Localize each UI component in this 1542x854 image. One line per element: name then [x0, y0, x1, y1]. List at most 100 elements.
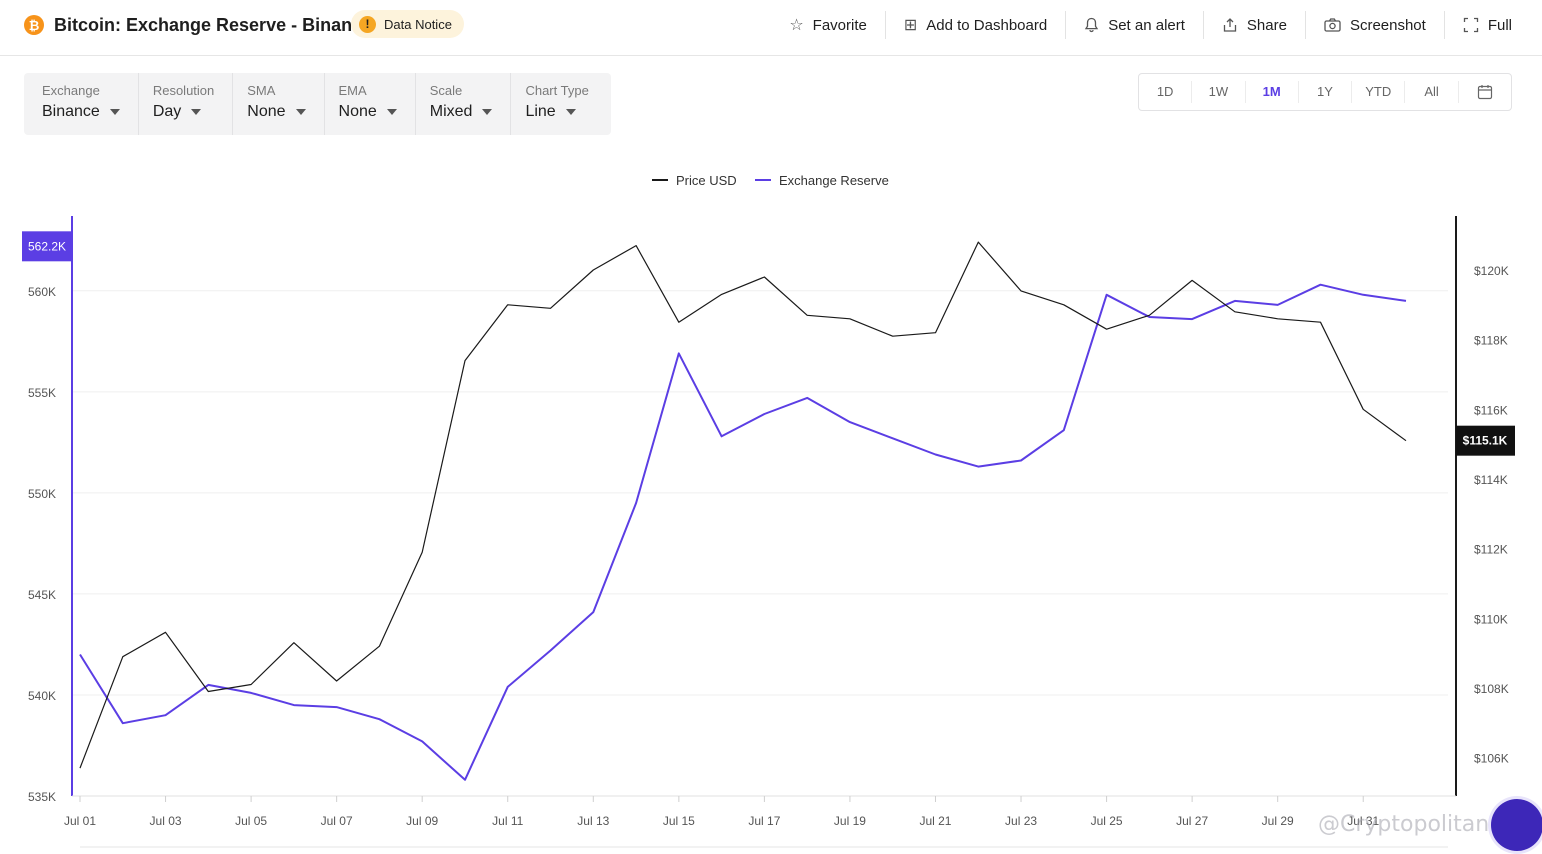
- calendar-icon: [1477, 85, 1492, 100]
- watermark: @Cryptopolitan: [1318, 812, 1490, 837]
- range-1y[interactable]: 1Y: [1297, 81, 1351, 103]
- ema-label: EMA: [338, 83, 367, 98]
- add-to-dashboard-button[interactable]: ⊞ Add to Dashboard: [884, 11, 1065, 39]
- star-icon: ☆: [789, 17, 804, 34]
- exclamation-icon: !: [359, 15, 376, 33]
- x-axis-tick-label: Jul 01: [64, 814, 96, 828]
- scale-value: Mixed: [429, 103, 473, 120]
- screenshot-label: Screenshot: [1349, 16, 1426, 34]
- right-axis-tick-label: $110K: [1474, 612, 1508, 626]
- right-axis-labels: $106K $108K $110K $112K $114K $116K $118K $120K: [1474, 264, 1509, 766]
- caret-down-icon: [565, 109, 576, 115]
- x-axis-tick-label: Jul 09: [406, 814, 438, 828]
- x-axis-tick-label: Jul 05: [235, 814, 267, 828]
- right-axis-tick-label: $118K: [1474, 334, 1508, 348]
- dashboard-add-icon: ⊞: [903, 17, 918, 34]
- caret-down-icon: [191, 109, 202, 115]
- x-axis-tick-label: Jul 07: [321, 814, 353, 828]
- legend[interactable]: Price USD Exchange Reserve: [652, 173, 889, 188]
- sma-select[interactable]: SMA None: [232, 73, 323, 135]
- right-axis-tick-label: $106K: [1474, 752, 1509, 766]
- scale-label: Scale: [429, 83, 463, 98]
- add-to-dashboard-label: Add to Dashboard: [926, 16, 1048, 34]
- right-current-value-label: $115.1K: [1463, 434, 1508, 448]
- left-current-value-badge: [22, 231, 73, 262]
- right-axis-tick-label: $112K: [1474, 543, 1508, 557]
- screenshot-button[interactable]: Screenshot: [1304, 11, 1444, 39]
- x-axis-tick-label: Jul 13: [577, 814, 609, 828]
- caret-down-icon: [295, 109, 306, 115]
- top-bar: ₿ Bitcoin: Exchange Reserve - Binance ! …: [0, 0, 1542, 56]
- x-axis-tick-label: Jul 21: [919, 814, 951, 828]
- right-axis-tick-label: $108K: [1474, 682, 1509, 696]
- exchange-value: Binance: [42, 103, 100, 120]
- left-current-value-label: 562.2K: [28, 239, 66, 253]
- brand: ₿ Bitcoin: Exchange Reserve - Binance: [24, 13, 372, 37]
- chart-type-label: Chart Type: [525, 83, 589, 98]
- ema-value: None: [338, 103, 377, 120]
- x-axis-tick-label: Jul 25: [1091, 814, 1123, 828]
- data-notice-badge[interactable]: ! Data Notice: [351, 10, 464, 38]
- header-actions: ☆ Favorite ⊞ Add to Dashboard Set an alert…: [771, 10, 1522, 40]
- left-axis-labels: 535K 540K 545K 550K 555K 560K: [28, 285, 56, 804]
- left-axis-tick-label: 550K: [28, 487, 56, 501]
- x-axis-tick-label: Jul 17: [748, 814, 780, 828]
- caret-down-icon: [109, 109, 120, 115]
- page-title: Bitcoin: Exchange Reserve - Binance: [54, 14, 373, 35]
- fullscreen-icon: [1463, 17, 1479, 33]
- price-usd-line: [79, 241, 1407, 769]
- legend-item-label[interactable]: Price USD: [676, 173, 737, 188]
- sma-label: SMA: [247, 83, 276, 98]
- date-picker-button[interactable]: [1457, 81, 1511, 103]
- x-axis-tick-label: Jul 15: [663, 814, 695, 828]
- chart-type-value: Line: [525, 103, 556, 120]
- right-axis-tick-label: $116K: [1474, 403, 1508, 417]
- favorite-button[interactable]: ☆ Favorite: [771, 11, 885, 39]
- axes: [71, 216, 1457, 848]
- x-axis-tick-label: Jul 11: [492, 814, 523, 828]
- exchange-label: Exchange: [42, 83, 100, 98]
- left-axis-tick-label: 560K: [28, 285, 56, 299]
- left-axis-tick-label: 545K: [28, 588, 56, 602]
- resolution-value: Day: [152, 103, 182, 120]
- left-axis-tick-label: 535K: [28, 790, 56, 804]
- bitcoin-icon: ₿: [24, 15, 44, 35]
- x-axis-tick-label: Jul 29: [1262, 814, 1294, 828]
- time-range-selector: 1D 1W 1M 1Y YTD All: [1138, 73, 1512, 111]
- left-axis-tick-label: 540K: [28, 689, 56, 703]
- bell-icon: [1084, 17, 1099, 33]
- favorite-label: Favorite: [812, 16, 867, 34]
- sma-value: None: [247, 103, 286, 120]
- share-icon: [1222, 17, 1238, 33]
- right-current-value-badge: [1456, 425, 1515, 456]
- resolution-select[interactable]: Resolution Day: [137, 73, 232, 135]
- chart-type-select[interactable]: Chart Type Line: [510, 73, 606, 135]
- range-1w[interactable]: 1W: [1191, 81, 1244, 103]
- fullscreen-label: Full: [1487, 16, 1512, 34]
- share-label: Share: [1246, 16, 1287, 34]
- set-alert-button[interactable]: Set an alert: [1065, 11, 1203, 39]
- range-1d[interactable]: 1D: [1156, 84, 1174, 99]
- scale-select[interactable]: Scale Mixed: [414, 73, 511, 135]
- range-all[interactable]: All: [1404, 81, 1457, 103]
- set-alert-label: Set an alert: [1108, 16, 1185, 34]
- caret-down-icon: [482, 109, 493, 115]
- exchange-select[interactable]: Exchange Binance: [28, 73, 138, 135]
- ema-select[interactable]: EMA None: [323, 73, 415, 135]
- legend-item-label[interactable]: Exchange Reserve: [779, 173, 889, 188]
- fullscreen-button[interactable]: Full: [1443, 11, 1522, 39]
- x-axis-tick-label: Jul 19: [834, 814, 866, 828]
- grid-lines: [72, 290, 1448, 797]
- camera-icon: [1324, 18, 1341, 32]
- range-1m[interactable]: 1M: [1244, 81, 1298, 103]
- x-axis-labels: Jul 01 Jul 03 Jul 05 Jul 07 Jul 09 Jul 11 Jul …: [64, 796, 1380, 828]
- x-axis-tick-label: Jul 23: [1005, 814, 1037, 828]
- share-button[interactable]: Share: [1202, 11, 1305, 39]
- caret-down-icon: [386, 109, 397, 115]
- range-ytd[interactable]: YTD: [1351, 81, 1404, 103]
- series-lines: [79, 241, 1407, 781]
- x-axis-tick-label: Jul 03: [150, 814, 182, 828]
- x-axis-tick-label: Jul 31: [1347, 814, 1379, 828]
- chat-button[interactable]: [1491, 799, 1542, 851]
- right-axis-tick-label: $114K: [1474, 473, 1508, 487]
